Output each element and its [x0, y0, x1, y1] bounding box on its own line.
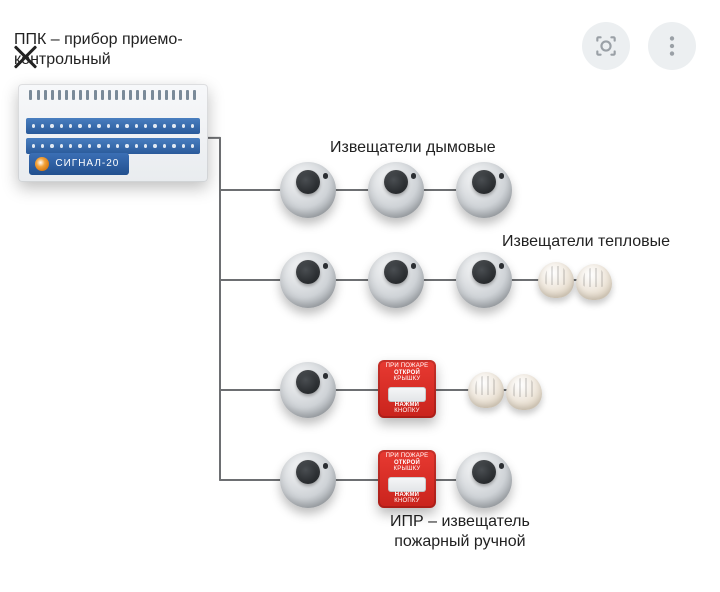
heat-detector-icon: [468, 372, 504, 408]
smoke-detector-icon: [368, 252, 424, 308]
label-manual: ИПР – извещатель пожарный ручной: [390, 512, 530, 552]
heat-detector-icon: [506, 374, 542, 410]
control-panel: СИГНАЛ-20: [18, 84, 208, 182]
smoke-detector-icon: [368, 162, 424, 218]
manual-call-point-icon: ПРИ ПОЖАРЕОТКРОЙКРЫШКУНАЖМИКНОПКУ: [378, 360, 436, 418]
heat-detector-icon: [538, 262, 574, 298]
more-icon[interactable]: [648, 22, 696, 70]
diagram-stage: ППК – прибор приемо- контрольный Извещат…: [0, 0, 720, 592]
label-heat: Извещатели тепловые: [502, 232, 670, 252]
smoke-detector-icon: [280, 452, 336, 508]
smoke-detector-icon: [456, 452, 512, 508]
heat-detector-icon: [576, 264, 612, 300]
smoke-detector-icon: [280, 252, 336, 308]
smoke-detector-icon: [456, 252, 512, 308]
close-icon[interactable]: [10, 42, 40, 72]
manual-call-point-icon: ПРИ ПОЖАРЕОТКРОЙКРЫШКУНАЖМИКНОПКУ: [378, 450, 436, 508]
panel-terminals: [29, 90, 196, 100]
smoke-detector-icon: [280, 362, 336, 418]
panel-led-strip-2: [26, 138, 201, 154]
label-smoke: Извещатели дымовые: [330, 138, 496, 158]
lens-icon[interactable]: [582, 22, 630, 70]
smoke-detector-icon: [456, 162, 512, 218]
panel-brand-badge: СИГНАЛ-20: [29, 153, 129, 175]
panel-led-strip-1: [26, 118, 201, 134]
smoke-detector-icon: [280, 162, 336, 218]
